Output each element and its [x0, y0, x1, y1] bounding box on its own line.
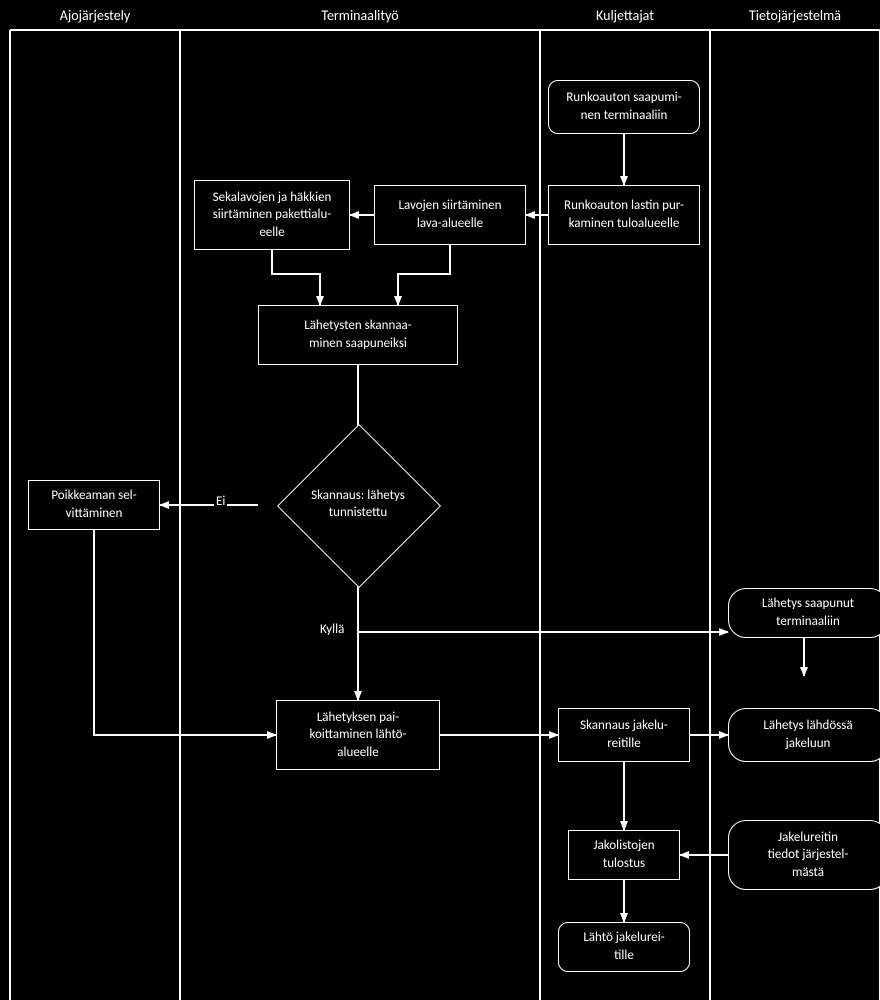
node-label: Runkoauton lastin pur-kaminen tuloalueel… — [564, 197, 684, 232]
node-label: Lavojen siirtäminenlava-alueelle — [399, 197, 502, 232]
node-label: Lähetys saapunutterminaaliin — [762, 595, 854, 630]
node-unload: Runkoauton lastin pur-kaminen tuloalueel… — [548, 185, 700, 245]
node-lahto: Lähtö jakelurei-tille — [558, 922, 690, 972]
node-label: Skannaus jakelu-reitille — [580, 717, 668, 752]
edge-label-yes: Kyllä — [318, 622, 346, 637]
node-poikkeama: Poikkeaman sel-vittäminen — [28, 480, 160, 530]
node-jakolistat: Jakolistojentulostus — [568, 830, 680, 880]
node-system-route: Jakelureitintiedot järjestel-mästä — [728, 820, 880, 890]
node-label: Jakolistojentulostus — [593, 837, 654, 872]
node-scan-jakelu: Skannaus jakelu-reitille — [558, 708, 690, 762]
node-decision: Skannaus: lähetystunnistettu — [258, 440, 458, 570]
node-lavat: Lavojen siirtäminenlava-alueelle — [374, 185, 526, 245]
node-paikoitus: Lähetyksen pai-koittaminen lähtö-alueell… — [276, 700, 440, 770]
node-label: Lähetys lähdössäjakeluun — [763, 717, 852, 752]
node-scan: Lähetysten skannaa-minen saapuneiksi — [258, 305, 458, 365]
node-seka: Sekalavojen ja häkkiensiirtäminen pakett… — [194, 180, 350, 250]
node-label: Runkoauton saapumi-nen terminaaliin — [566, 89, 682, 124]
node-system-leaving: Lähetys lähdössäjakeluun — [728, 708, 880, 762]
flowchart-canvas: Ajojärjestely Terminaalityö Kuljettajat … — [0, 0, 880, 1000]
node-label: Lähetyksen pai-koittaminen lähtö-alueell… — [309, 709, 406, 762]
node-label: Sekalavojen ja häkkiensiirtäminen pakett… — [213, 189, 332, 242]
node-label: Lähetysten skannaa-minen saapuneiksi — [304, 317, 412, 352]
edge-label-no: Ei — [214, 494, 227, 509]
node-label: Skannaus: lähetystunnistettu — [311, 488, 405, 522]
node-label: Lähtö jakelurei-tille — [583, 929, 664, 964]
node-system-arrived: Lähetys saapunutterminaaliin — [728, 588, 880, 638]
node-label: Jakelureitintiedot järjestel-mästä — [768, 829, 849, 882]
node-label: Poikkeaman sel-vittäminen — [51, 487, 136, 522]
node-arrival: Runkoauton saapumi-nen terminaaliin — [548, 80, 700, 134]
